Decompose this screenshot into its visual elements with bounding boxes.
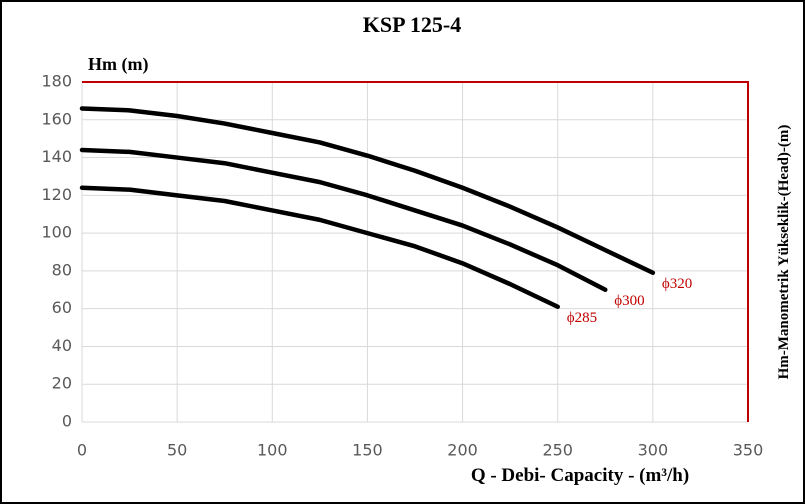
- curve: [79, 106, 656, 276]
- y2-axis-label: Hm-Manometrik Yükseklik-(Head)-(m): [776, 125, 792, 380]
- y-tick-label: 140: [41, 147, 72, 166]
- y-tick-label: 60: [52, 298, 72, 317]
- x-tick-label: 300: [638, 441, 669, 460]
- x-tick-label: 250: [542, 441, 573, 460]
- y-tick-label: 160: [41, 109, 72, 128]
- series-label: ϕ300: [614, 293, 644, 309]
- chart-title: KSP 125-4: [363, 12, 461, 37]
- x-tick-label: 100: [257, 441, 288, 460]
- x-tick-label: 50: [167, 441, 187, 460]
- curve: [79, 185, 560, 310]
- x-tick-label: 150: [352, 441, 383, 460]
- x-tick-label: 350: [733, 441, 764, 460]
- y-tick-label: 100: [41, 223, 72, 242]
- x-tick-label: 200: [447, 441, 478, 460]
- series-label: ϕ285: [567, 310, 597, 326]
- y-axis-label: Hm (m): [88, 54, 148, 75]
- y-tick-label: 180: [41, 72, 72, 91]
- series-label: ϕ320: [662, 276, 692, 292]
- x-tick-label: 0: [77, 441, 87, 460]
- y-tick-label: 80: [52, 260, 72, 279]
- x-axis-label: Q - Debi- Capacity - (m³/h): [471, 465, 689, 486]
- y-tick-label: 120: [41, 185, 72, 204]
- plot-border: [82, 81, 749, 422]
- y-tick-label: 0: [62, 412, 72, 431]
- y-tick-label: 40: [52, 336, 72, 355]
- curve: [79, 147, 608, 293]
- y-tick-label: 20: [52, 374, 72, 393]
